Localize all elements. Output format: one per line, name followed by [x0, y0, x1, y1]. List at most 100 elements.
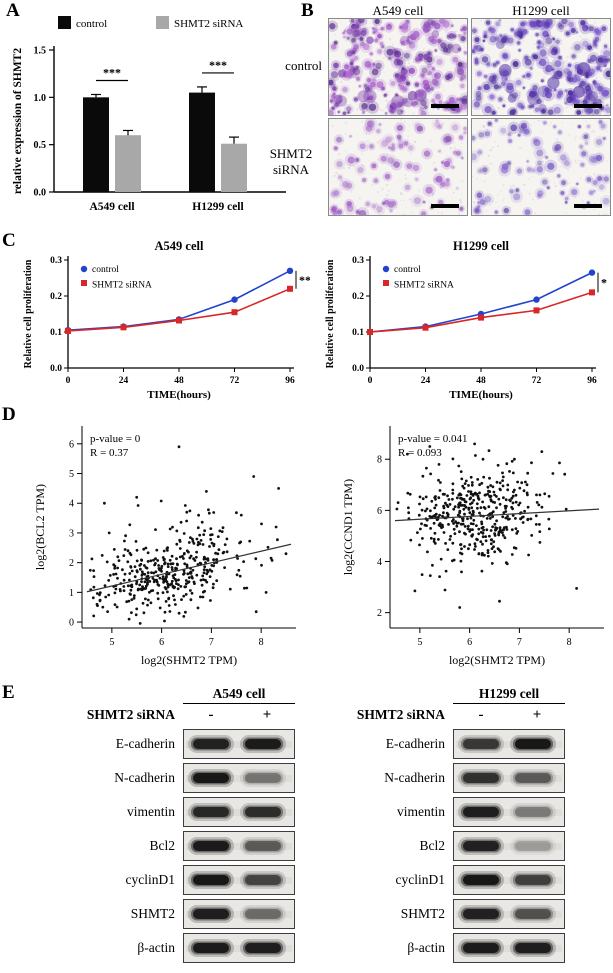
blot-row: E-cadherin [79, 728, 295, 759]
western-blot-group-h1299: H1299 cell SHMT2 siRNA - + E-cadherin N-c… [349, 686, 565, 967]
blot-group-title-h1299: H1299 cell [453, 686, 565, 704]
protein-label: β-actin [137, 939, 175, 955]
band-core [245, 874, 281, 885]
band-core [515, 942, 551, 953]
x-tick-label: 24 [119, 376, 129, 386]
protein-label: E-cadherin [115, 735, 175, 751]
western-blot-content [183, 796, 295, 827]
protein-label: Bcl2 [149, 837, 176, 853]
category-label: H1299 cell [192, 201, 243, 213]
protein-label: β-actin [407, 939, 445, 955]
blot-image [453, 830, 565, 861]
x-tick-label: 48 [174, 376, 184, 386]
line-chart-content: 0.0 0.1 0.2 0.3 0 24 48 72 96 TIME(hours) Relative… [325, 239, 607, 401]
band-core [245, 806, 281, 817]
panel-label-a: A [6, 0, 20, 21]
trend-line [86, 543, 292, 593]
y-tick-label: 0.1 [50, 328, 62, 338]
legend-marker-control [382, 265, 390, 273]
transwell-image-h1299-control [471, 18, 611, 116]
legend-marker-sirna [383, 280, 389, 286]
band-core [245, 840, 281, 851]
transwell-content [471, 18, 611, 116]
legend-label: SHMT2 siRNA [394, 281, 454, 291]
line-chart-proliferation-h1299: 0.0 0.1 0.2 0.3 0 24 48 72 96 TIME(hours) Relative… [325, 239, 607, 401]
protein-label: SHMT2 [130, 905, 175, 921]
blot-row: SHMT2 [79, 898, 295, 929]
blot-row: Bcl2 [79, 830, 295, 861]
x-tick-label: 72 [230, 376, 240, 386]
data-point [65, 327, 71, 334]
band-halo [510, 904, 556, 923]
band-halo [510, 836, 556, 855]
data-point [533, 307, 540, 314]
protein-label: cyclinD1 [125, 871, 176, 887]
transwell-content [328, 18, 468, 116]
blot-row: vimentin [349, 796, 565, 827]
y-tick-label: 6 [69, 439, 74, 450]
y-tick-label: 0.5 [34, 140, 47, 151]
y-tick-label: 2 [69, 558, 74, 569]
western-blot-content [453, 762, 565, 793]
data-point [286, 267, 294, 274]
y-axis-title: relative expression of SHMT2 [12, 48, 24, 194]
scatter-points [88, 445, 288, 625]
western-blot-content [183, 932, 295, 963]
western-blot-content [183, 728, 295, 759]
panel-label-b: B [301, 0, 314, 21]
scatter-chart-content: 5 6 7 8 0 1 2 3 4 5 6 log2(SHMT2 TPM) log2(BCL2 TPM)… [33, 426, 296, 667]
treatment-row: SHMT2 siRNA - + [349, 707, 565, 724]
blot-image [453, 762, 565, 793]
scatter-chart-shmt2-ccnd1: 5 6 7 8 2 4 6 8 log2(SHMT2 TPM) log2(CCND1 TPM) p-… [341, 426, 604, 667]
y-tick-label: 4 [69, 499, 74, 510]
scatter-points [395, 442, 578, 609]
y-tick-label: 8 [377, 455, 382, 466]
bar [115, 135, 141, 192]
transwell-image-a549-control [328, 18, 468, 116]
western-blot-content [183, 864, 295, 895]
y-tick-label: 0.0 [352, 364, 364, 374]
blot-row: SHMT2 [349, 898, 565, 929]
significance-stars: *** [209, 58, 227, 72]
y-axis-title: Relative cell proliferation [23, 259, 34, 368]
band-core [515, 840, 551, 851]
data-point [589, 289, 595, 296]
y-tick-label: 0 [69, 618, 74, 629]
legend: control SHMT2 siRNA [58, 16, 243, 30]
lane-marks: - + [183, 707, 295, 724]
legend-label: SHMT2 siRNA [174, 18, 243, 30]
panel-label-e: E [2, 682, 15, 703]
band-core [193, 874, 229, 885]
legend-label: control [394, 265, 421, 275]
y-tick-label: 5 [69, 469, 74, 480]
blot-row: β-actin [349, 932, 565, 963]
y-axis-title: log2(CCND1 TPM) [341, 479, 355, 575]
data-point [176, 317, 182, 324]
blot-image [453, 898, 565, 929]
blot-image [453, 932, 565, 963]
category-label: A549 cell [89, 201, 134, 213]
bar [83, 97, 109, 192]
blot-row: vimentin [79, 796, 295, 827]
r-value-label: R = 0.37 [90, 447, 129, 459]
blot-image [183, 932, 295, 963]
data-point [367, 329, 373, 335]
data-point [422, 324, 429, 331]
x-tick-label: 6 [467, 637, 472, 648]
data-point [231, 309, 238, 316]
trend-line [394, 508, 600, 522]
x-axis-title: log2(SHMT2 TPM) [449, 653, 545, 667]
y-tick-label: 1 [69, 588, 74, 599]
lane-minus: - [478, 706, 484, 723]
blot-row: N-cadherin [349, 762, 565, 793]
protein-label: vimentin [127, 803, 175, 819]
significance-stars: *** [103, 65, 121, 79]
band-mid [513, 907, 553, 921]
band-mid [513, 805, 553, 819]
western-blot-content [453, 830, 565, 861]
y-axis-title: log2(BCL2 TPM) [33, 484, 47, 570]
panelB-column-title-h1299: H1299 cell [512, 3, 570, 18]
blot-row: N-cadherin [79, 762, 295, 793]
band-core [463, 772, 499, 783]
blot-image [183, 830, 295, 861]
